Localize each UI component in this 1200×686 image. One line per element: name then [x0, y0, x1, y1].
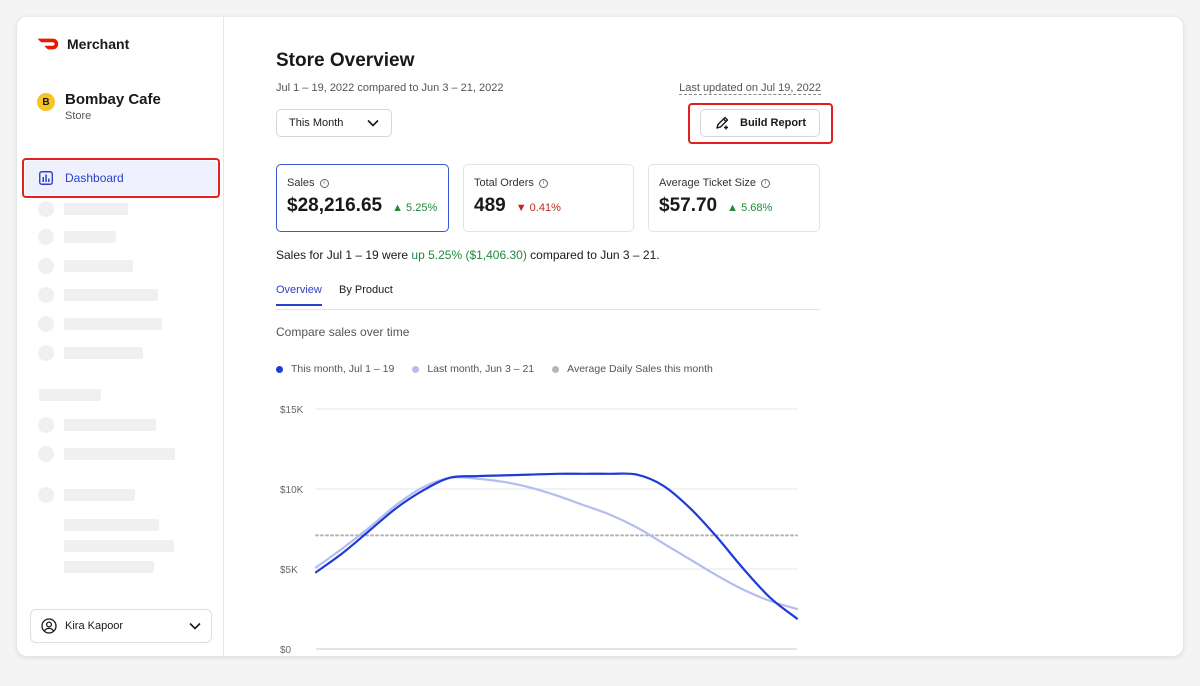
chevron-down-icon: [189, 622, 201, 630]
sidebar-item-dashboard[interactable]: Dashboard: [25, 161, 217, 195]
skeleton-label: [64, 540, 174, 552]
metric-label: Total Orders: [474, 177, 534, 189]
metric-change-value: 5.68%: [741, 202, 773, 214]
skeleton-icon: [38, 287, 54, 303]
user-name: Kira Kapoor: [65, 620, 124, 632]
doordash-logo-icon: [38, 38, 59, 50]
pen-plus-icon: [716, 116, 729, 130]
legend-label: Average Daily Sales this month: [567, 363, 713, 375]
skeleton-label: [64, 448, 175, 460]
legend-label: Last month, Jun 3 – 21: [427, 363, 535, 375]
skeleton-label: [64, 289, 158, 301]
metric-change-value: 5.25%: [406, 202, 438, 214]
metric-value: 489: [474, 195, 506, 216]
store-name: Bombay Cafe: [65, 91, 161, 108]
y-tick-label: $5K: [280, 565, 298, 576]
last-updated[interactable]: Last updated on Jul 19, 2022: [679, 82, 821, 95]
skeleton-icon: [38, 446, 54, 462]
brand[interactable]: Merchant: [37, 36, 129, 52]
app-window: Merchant B Bombay Cafe Store Dashboard: [17, 17, 1183, 656]
bar-chart-icon: [39, 171, 53, 185]
summary-highlight: up 5.25% ($1,406.30): [411, 248, 527, 262]
chart-heading: Compare sales over time: [276, 325, 410, 339]
skeleton-label: [64, 347, 143, 359]
skeleton-icon: [38, 229, 54, 245]
metric-change: ▼ 0.41%: [516, 202, 561, 214]
skeleton-icon: [38, 417, 54, 433]
metric-card-average-ticket[interactable]: Average Ticket Size i $57.70 ▲ 5.68%: [648, 164, 820, 232]
store-switcher[interactable]: B Bombay Cafe Store: [37, 91, 161, 122]
info-icon[interactable]: i: [538, 178, 548, 188]
metric-card-sales[interactable]: Sales i $28,216.65 ▲ 5.25%: [276, 164, 449, 232]
page-title: Store Overview: [276, 50, 415, 71]
build-report-button[interactable]: Build Report: [700, 109, 820, 137]
series-line-last-month: [314, 476, 799, 611]
chart-legend: This month, Jul 1 – 19 Last month, Jun 3…: [276, 363, 713, 375]
y-tick-label: $0: [280, 645, 292, 655]
metric-card-total-orders[interactable]: Total Orders i 489 ▼ 0.41%: [463, 164, 634, 232]
skeleton-label: [64, 419, 156, 431]
arrow-up-icon: ▲: [727, 202, 742, 214]
skeleton-icon: [38, 345, 54, 361]
metric-change: ▲ 5.68%: [727, 202, 772, 214]
summary-prefix: Sales for Jul 1 – 19 were: [276, 248, 412, 262]
legend-item[interactable]: Last month, Jun 3 – 21: [412, 363, 534, 375]
brand-name: Merchant: [67, 36, 130, 52]
sidebar: Merchant B Bombay Cafe Store Dashboard: [17, 17, 224, 656]
period-select-value: This Month: [289, 117, 344, 129]
metric-value: $57.70: [659, 195, 718, 216]
legend-item[interactable]: This month, Jul 1 – 19: [276, 363, 394, 375]
metric-label: Sales: [287, 177, 315, 189]
skeleton-icon: [38, 258, 54, 274]
y-tick-label: $10K: [280, 485, 304, 496]
main-content: Store Overview Jul 1 – 19, 2022 compared…: [276, 17, 836, 656]
arrow-down-icon: ▼: [515, 202, 530, 214]
build-report-label: Build Report: [740, 117, 806, 129]
arrow-up-icon: ▲: [392, 202, 407, 214]
skeleton-label: [64, 260, 133, 272]
sidebar-item-label: Dashboard: [65, 171, 124, 185]
info-icon[interactable]: i: [319, 178, 329, 188]
metric-value: $28,216.65: [287, 195, 383, 216]
tab-overview[interactable]: Overview: [276, 284, 322, 306]
user-menu[interactable]: Kira Kapoor: [30, 609, 212, 643]
legend-dot: [552, 365, 560, 373]
date-range: Jul 1 – 19, 2022 compared to Jun 3 – 21,…: [276, 82, 504, 94]
sales-line-chart: $0 $5K $10K $15K: [280, 405, 799, 655]
sales-summary: Sales for Jul 1 – 19 were up 5.25% ($1,4…: [276, 248, 660, 262]
skeleton-label: [64, 203, 128, 215]
metric-change-value: 0.41%: [529, 202, 561, 214]
y-tick-label: $15K: [280, 405, 304, 416]
store-type: Store: [65, 110, 92, 122]
period-select[interactable]: This Month: [276, 109, 392, 137]
legend-label: This month, Jul 1 – 19: [291, 363, 395, 375]
skeleton-icon: [38, 316, 54, 332]
summary-suffix: compared to Jun 3 – 21.: [526, 248, 660, 262]
series-line-this-month: [314, 472, 799, 620]
skeleton-label: [64, 318, 162, 330]
metric-label: Average Ticket Size: [659, 177, 757, 189]
info-icon[interactable]: i: [761, 178, 771, 188]
chevron-down-icon: [367, 119, 379, 127]
skeleton-section-header: [39, 389, 101, 401]
skeleton-label: [64, 561, 154, 573]
tab-bar: Overview By Product: [276, 284, 820, 310]
skeleton-label: [64, 231, 116, 243]
skeleton-icon: [38, 201, 54, 217]
skeleton-icon: [38, 487, 54, 503]
user-circle-icon: [41, 618, 57, 634]
legend-dot: [412, 365, 420, 373]
metric-change: ▲ 5.25%: [392, 202, 437, 214]
skeleton-label: [64, 489, 135, 501]
skeleton-label: [64, 519, 159, 531]
tab-by-product[interactable]: By Product: [339, 284, 393, 296]
legend-item[interactable]: Average Daily Sales this month: [552, 363, 713, 375]
store-avatar: B: [37, 93, 55, 111]
legend-dot: [276, 365, 283, 373]
